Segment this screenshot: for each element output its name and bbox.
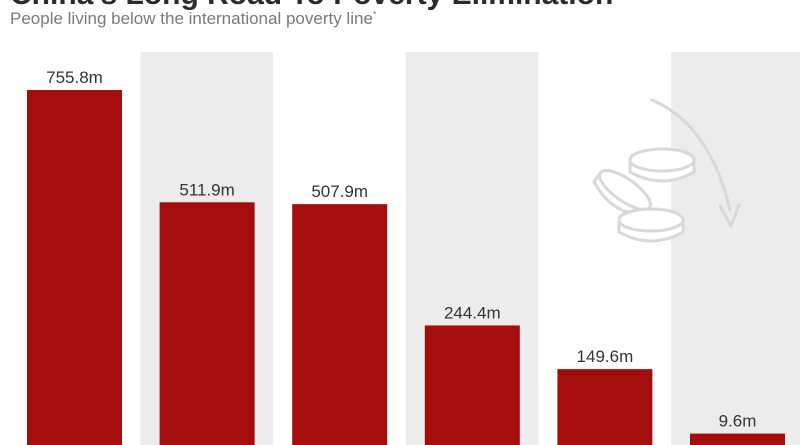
bars	[27, 90, 785, 445]
background-band	[671, 52, 800, 445]
bar	[292, 204, 388, 445]
bar	[424, 325, 520, 445]
bar	[159, 202, 255, 445]
bar	[557, 369, 653, 445]
bar-value-label: 507.9m	[311, 182, 368, 201]
bar	[690, 433, 785, 445]
subtitle-text: People living below the international po…	[10, 9, 373, 28]
bar	[27, 90, 122, 445]
bar-value-label: 149.6m	[577, 347, 634, 366]
chart-subtitle: People living below the international po…	[10, 9, 376, 29]
footnote-mark: *	[372, 9, 377, 20]
coins-arrow-icon	[592, 98, 741, 243]
bar-value-label: 511.9m	[179, 180, 234, 199]
bar-value-label: 244.4m	[444, 303, 501, 322]
chart-title: China's Long Road To Poverty Elimination	[10, 0, 613, 10]
bar-value-label: 9.6m	[719, 412, 757, 431]
value-labels: 755.8m 511.9m 507.9m 244.4m 149.6m 9.6m	[46, 68, 756, 431]
bar-value-label: 755.8m	[46, 68, 103, 87]
